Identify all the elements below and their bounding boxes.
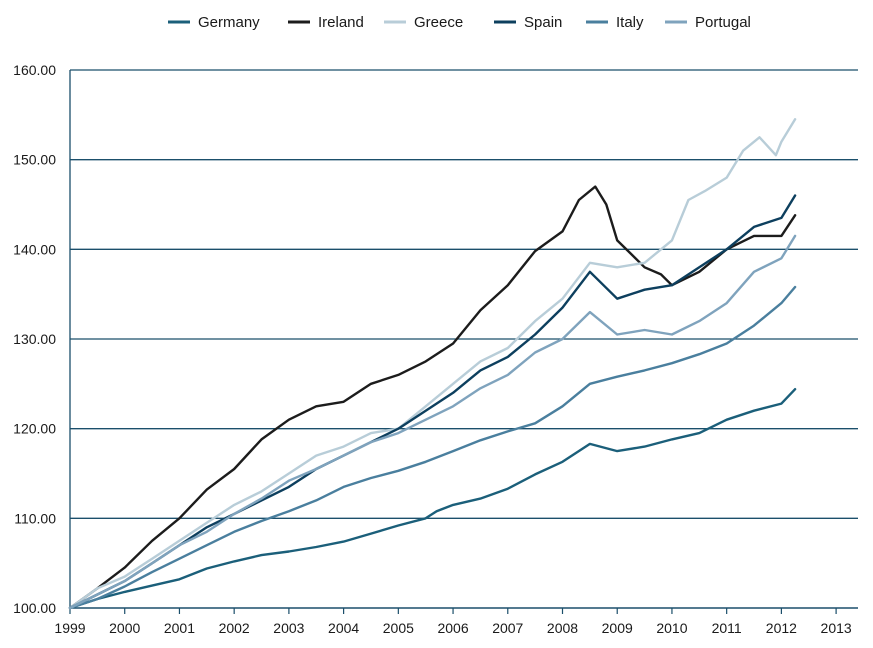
series-line-greece [68,118,797,610]
legend-label: Ireland [318,14,364,31]
series-line-italy [68,285,797,610]
series-line-spain [68,194,797,610]
y-axis-tick-labels: 100.00 110.00 120.00 130.00 140.00 150.00 160.… [13,62,56,616]
y-tick-label: 120.00 [13,421,56,437]
x-tick-label: 2007 [492,620,523,636]
y-tick-label: 160.00 [13,62,56,78]
x-tick-label: 2003 [273,620,304,636]
y-tick-label: 130.00 [13,331,56,347]
x-tick-label: 2001 [164,620,195,636]
x-tick-label: 2013 [821,620,852,636]
x-tick-label: 2004 [328,620,359,636]
x-tick-label: 2010 [656,620,687,636]
x-tick-label: 2000 [109,620,140,636]
x-tick-label: 2005 [383,620,414,636]
x-tick-label: 2002 [219,620,250,636]
x-tick-label: 2006 [437,620,468,636]
y-tick-label: 110.00 [14,510,56,526]
series-line-portugal [68,234,797,610]
x-tick-label: 2011 [712,620,742,636]
legend: Germany Ireland Greece Spain Italy Portugal [168,14,751,31]
series-line-ireland [68,185,797,610]
legend-label: Portugal [695,14,751,31]
legend-label: Greece [414,14,463,31]
x-axis: 1999 2000 2001 2002 2003 2004 2005 2006 2007 2008… [54,608,852,636]
series-lines [68,118,797,610]
y-tick-label: 100.00 [13,600,56,616]
series-line-germany [68,388,797,610]
x-tick-label: 1999 [54,620,85,636]
legend-label: Germany [198,14,260,31]
gridlines [69,69,858,609]
legend-label: Italy [616,14,644,31]
legend-label: Spain [524,14,562,31]
x-tick-label: 2009 [602,620,633,636]
y-tick-label: 140.00 [13,241,56,257]
x-tick-label: 2008 [547,620,578,636]
x-tick-label: 2012 [766,620,797,636]
y-tick-label: 150.00 [13,152,56,168]
